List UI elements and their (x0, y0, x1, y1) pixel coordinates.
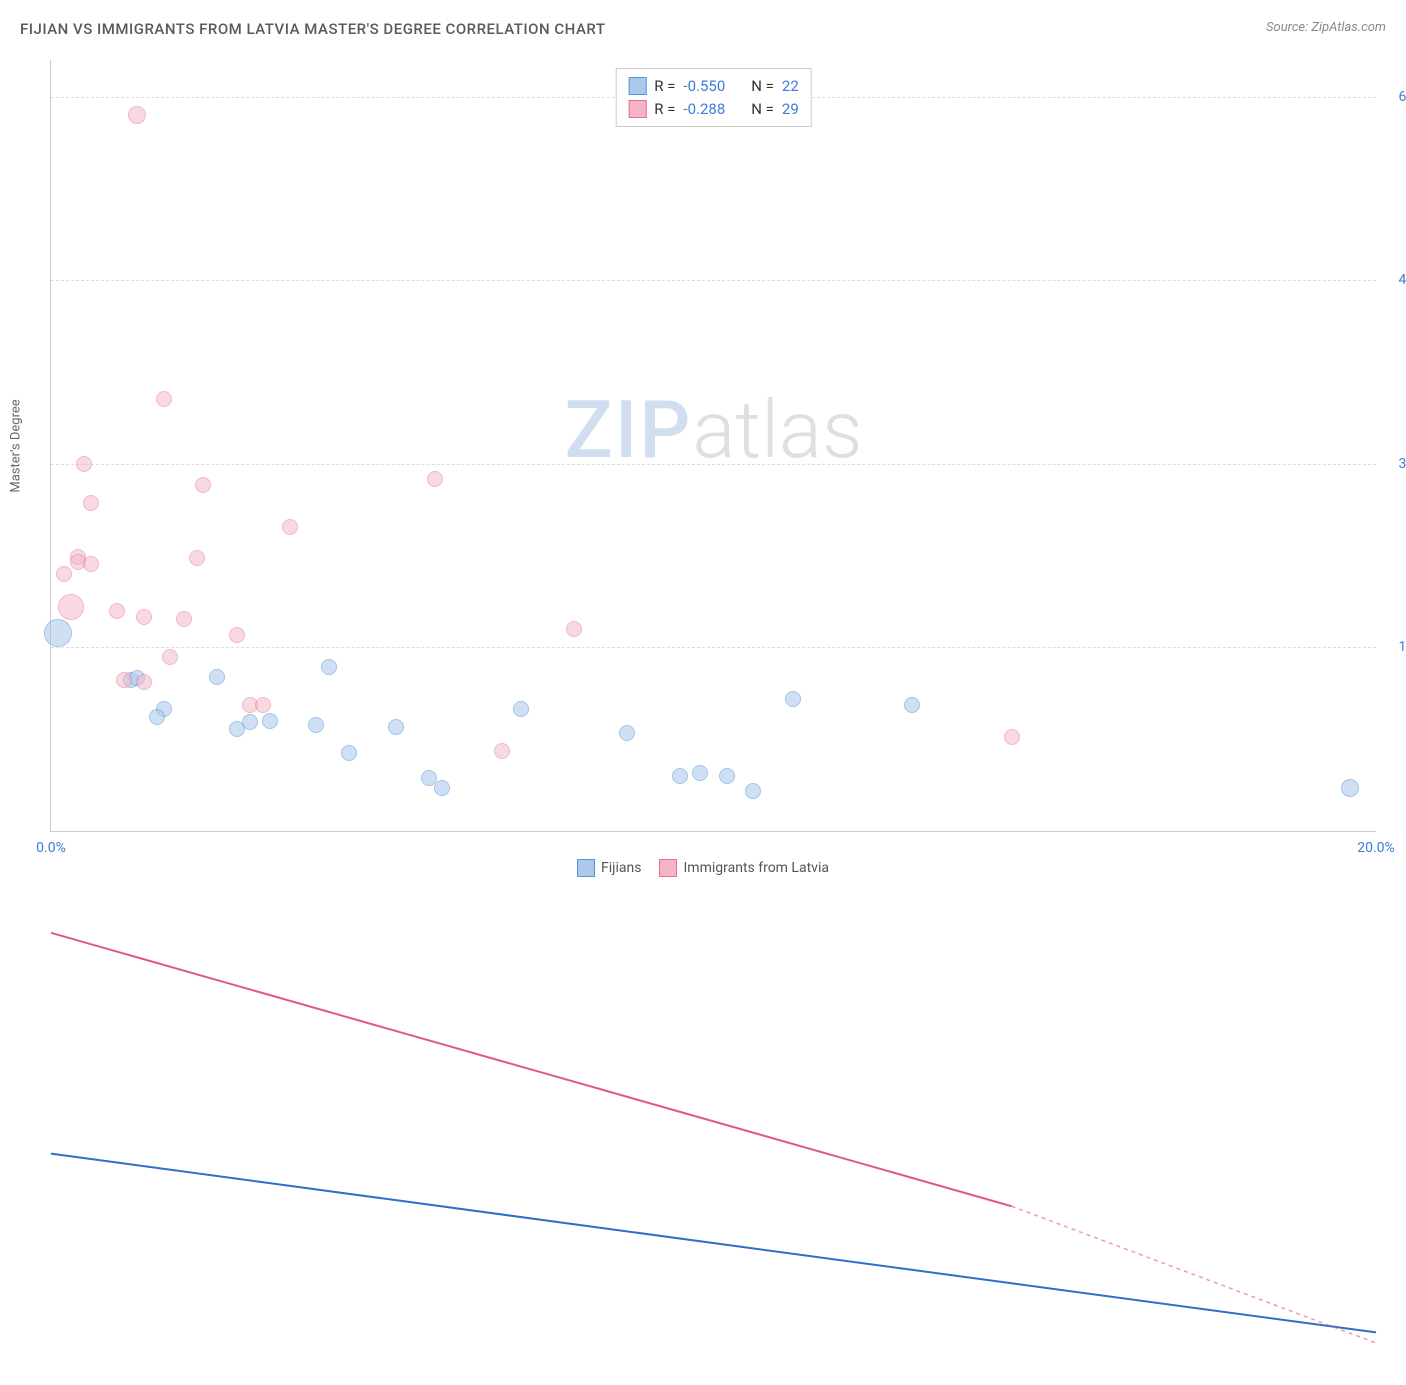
data-point (719, 768, 735, 784)
n-value: 29 (782, 98, 799, 121)
data-point (745, 783, 761, 799)
gridline (51, 464, 1376, 465)
r-value: -0.288 (683, 98, 725, 121)
y-tick-label: 45.0% (1386, 272, 1406, 288)
data-point (388, 719, 404, 735)
y-tick-label: 15.0% (1386, 639, 1406, 655)
data-point (116, 672, 132, 688)
legend-swatch (628, 77, 646, 95)
source-attribution: Source: ZipAtlas.com (1266, 20, 1386, 35)
data-point (76, 456, 92, 472)
r-value: -0.550 (683, 75, 725, 98)
r-label: R = (654, 75, 675, 98)
data-point (44, 619, 72, 647)
gridline (51, 280, 1376, 281)
legend-swatch (660, 859, 678, 877)
legend-swatch (628, 100, 646, 118)
data-point (262, 713, 278, 729)
data-point (176, 611, 192, 627)
data-point (566, 621, 582, 637)
legend-label: Immigrants from Latvia (684, 860, 829, 876)
data-point (692, 765, 708, 781)
data-point (672, 768, 688, 784)
data-point (434, 780, 450, 796)
data-point (242, 714, 258, 730)
gridline (51, 647, 1376, 648)
y-tick-label: 60.0% (1386, 89, 1406, 105)
legend-label: Fijians (601, 860, 641, 876)
data-point (189, 550, 205, 566)
y-axis-label: Master's Degree (9, 399, 24, 492)
stat-legend: R = -0.550 N = 22 R = -0.288 N = 29 (615, 68, 812, 127)
data-point (1341, 779, 1359, 797)
data-point (619, 725, 635, 741)
x-tick-label: 20.0% (1357, 840, 1395, 856)
chart-title: FIJIAN VS IMMIGRANTS FROM LATVIA MASTER'… (20, 20, 605, 38)
series-legend: Fijians Immigrants from Latvia (577, 859, 829, 877)
r-label: R = (654, 98, 675, 121)
data-point (321, 659, 337, 675)
data-point (58, 594, 84, 620)
stat-legend-row: R = -0.550 N = 22 (628, 75, 799, 98)
legend-item: Immigrants from Latvia (660, 859, 829, 877)
legend-swatch (577, 859, 595, 877)
data-point (83, 556, 99, 572)
data-point (427, 471, 443, 487)
x-tick-label: 0.0% (36, 840, 66, 856)
data-point (494, 743, 510, 759)
correlation-chart: FIJIAN VS IMMIGRANTS FROM LATVIA MASTER'… (0, 0, 1406, 892)
n-label: N = (751, 75, 774, 98)
data-point (229, 627, 245, 643)
data-point (904, 697, 920, 713)
data-point (83, 495, 99, 511)
data-point (109, 603, 125, 619)
stat-legend-row: R = -0.288 N = 29 (628, 98, 799, 121)
legend-item: Fijians (577, 859, 641, 877)
data-point (1004, 729, 1020, 745)
data-point (282, 519, 298, 535)
data-point (785, 691, 801, 707)
n-label: N = (751, 98, 774, 121)
plot-area: ZIPatlas Master's Degree R =-0.550N =22R… (50, 60, 1376, 832)
data-point (136, 609, 152, 625)
data-point (162, 649, 178, 665)
data-point (56, 566, 72, 582)
n-value: 22 (782, 75, 799, 98)
data-point (156, 391, 172, 407)
data-point (136, 674, 152, 690)
data-point (195, 477, 211, 493)
data-point (513, 701, 529, 717)
y-tick-label: 30.0% (1386, 456, 1406, 472)
data-point (149, 709, 165, 725)
data-point (209, 669, 225, 685)
data-point (308, 717, 324, 733)
data-point (341, 745, 357, 761)
data-point (128, 106, 146, 124)
data-point (255, 697, 271, 713)
